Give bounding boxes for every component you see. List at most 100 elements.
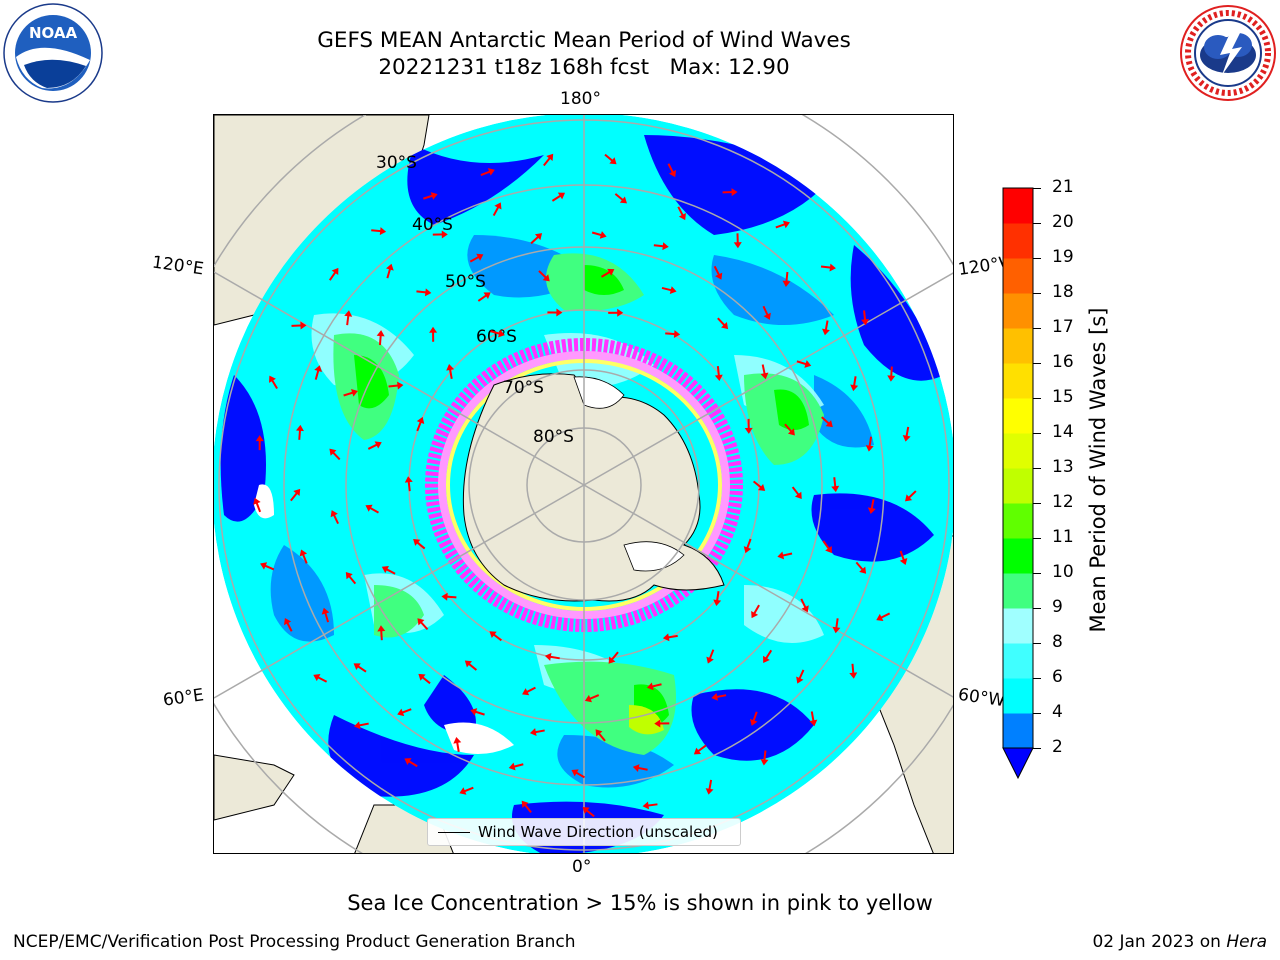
wave-direction-arrow	[371, 227, 387, 236]
wave-direction-arrow	[386, 263, 394, 279]
wave-direction-arrow	[530, 233, 543, 245]
colorbar-segment	[1003, 503, 1033, 539]
ice-shelf-weddell	[623, 541, 685, 572]
colorbar-tick	[1033, 468, 1041, 469]
wave-direction-arrow	[849, 663, 858, 679]
wave-direction-arrow	[260, 562, 275, 571]
wave-direction-arrow	[677, 206, 686, 221]
wave-direction-arrow	[469, 253, 484, 263]
wave-direction-arrow	[345, 572, 357, 585]
wave-direction-arrow	[762, 305, 771, 320]
wave-direction-arrow	[446, 364, 455, 379]
wave-direction-arrow	[855, 561, 867, 574]
wave-direction-arrow	[749, 711, 758, 726]
wave-direction-arrow	[693, 744, 707, 755]
wave-direction-arrow	[820, 263, 836, 272]
wave-direction-arrow	[775, 220, 790, 229]
colorbar-tick-label: 12	[1052, 492, 1074, 512]
wave-direction-arrow	[717, 317, 729, 330]
colorbar-tick	[1033, 503, 1041, 504]
lon-label-120e: 120°E	[150, 252, 205, 280]
wave-direction-arrow	[284, 617, 293, 632]
wave-direction-arrow	[397, 708, 412, 717]
footer-host: Hera	[1226, 932, 1267, 952]
colorbar-segment	[1003, 608, 1033, 644]
chart-title: GEFS MEAN Antarctic Mean Period of Wind …	[317, 28, 851, 53]
wave-direction-arrow	[796, 360, 812, 368]
wave-direction-arrow	[365, 504, 379, 514]
wave-direction-arrow	[344, 310, 353, 326]
wave-direction-arrow	[591, 231, 607, 239]
wave-direction-arrow	[822, 540, 832, 554]
colorbar-segment	[1003, 223, 1033, 259]
wave-direction-arrow	[477, 292, 491, 302]
wave-direction-arrow	[743, 538, 752, 554]
wave-direction-arrow	[291, 321, 307, 330]
wave-direction-arrow	[791, 486, 802, 499]
colorbar-tick-label: 20	[1052, 212, 1074, 232]
colorbar-tick-label: 15	[1052, 387, 1074, 407]
wave-direction-arrow	[413, 539, 426, 550]
wave-direction-arrow	[777, 551, 793, 560]
wave-direction-arrow	[480, 168, 495, 177]
wave-direction-arrow	[800, 598, 809, 613]
wave-direction-arrow	[376, 330, 385, 346]
wave-direction-arrow	[367, 441, 382, 450]
wave-direction-arrow	[543, 153, 554, 167]
wave-direction-arrow	[453, 737, 462, 752]
footer-date: 02 Jan 2023 on Hera	[1092, 932, 1267, 952]
wave-direction-arrow	[653, 242, 669, 251]
wave-direction-arrow	[353, 721, 369, 730]
wave-direction-arrow	[470, 708, 485, 716]
polar-map: 30°S 40°S 50°S 60°S 70°S 80°S	[213, 114, 954, 854]
noaa-logo-text: NOAA	[29, 24, 78, 42]
colorbar-segment	[1003, 678, 1033, 714]
wave-direction-arrow	[760, 750, 769, 766]
wave-direction-arrow	[902, 426, 911, 442]
wave-direction-arrow	[432, 230, 448, 239]
legend: Wind Wave Direction (unscaled)	[427, 818, 741, 846]
colorbar-tick-label: 18	[1052, 282, 1074, 302]
colorbar-segment	[1003, 258, 1033, 294]
wave-direction-arrow	[584, 694, 600, 703]
footer-credit: NCEP/EMC/Verification Post Processing Pr…	[13, 932, 576, 952]
ice-shelf-ross	[573, 376, 625, 409]
wave-direction-arrow	[608, 651, 619, 664]
colorbar-tick	[1033, 608, 1041, 609]
colorbar-segment	[1003, 538, 1033, 574]
colorbar-tick-label: 8	[1052, 632, 1063, 652]
colorbar-tick-label: 14	[1052, 422, 1074, 442]
colorbar-tick-label: 11	[1052, 527, 1074, 547]
wave-direction-arrow	[887, 366, 896, 382]
lon-label-60e: 60°E	[161, 685, 206, 711]
wave-direction-arrow	[705, 779, 714, 795]
wave-direction-arrow	[614, 193, 627, 204]
wave-direction-arrow	[547, 308, 563, 317]
colorbar-tick-label: 17	[1052, 317, 1074, 337]
period-field-peak	[354, 265, 809, 727]
wave-direction-arrow	[423, 192, 438, 200]
wave-direction-arrow	[313, 674, 328, 683]
wave-direction-arrow	[441, 592, 457, 601]
wave-direction-arrow	[464, 660, 478, 671]
legend-line-swatch	[438, 832, 470, 833]
colorbar-tick	[1033, 223, 1041, 224]
wave-direction-arrow	[255, 435, 264, 451]
colorbar-tick	[1033, 293, 1041, 294]
wave-direction-arrow	[418, 673, 431, 685]
wave-direction-arrow	[654, 719, 670, 728]
colorbar-segment	[1003, 363, 1033, 399]
wave-direction-arrow	[821, 416, 833, 428]
wave-direction-arrow	[299, 549, 308, 564]
wave-direction-arrow	[417, 618, 429, 631]
wave-direction-arrow	[459, 786, 474, 795]
wave-direction-arrow	[796, 669, 805, 684]
colorbar-tick	[1033, 713, 1041, 714]
wave-direction-arrow	[328, 267, 339, 281]
colorbar-tick-label: 2	[1052, 737, 1063, 757]
colorbar-tick	[1033, 328, 1041, 329]
wave-direction-arrow	[706, 649, 715, 664]
lat-label-60s: 60°S	[476, 327, 517, 347]
wave-direction-arrow	[571, 769, 585, 779]
colorbar-tick	[1033, 398, 1041, 399]
